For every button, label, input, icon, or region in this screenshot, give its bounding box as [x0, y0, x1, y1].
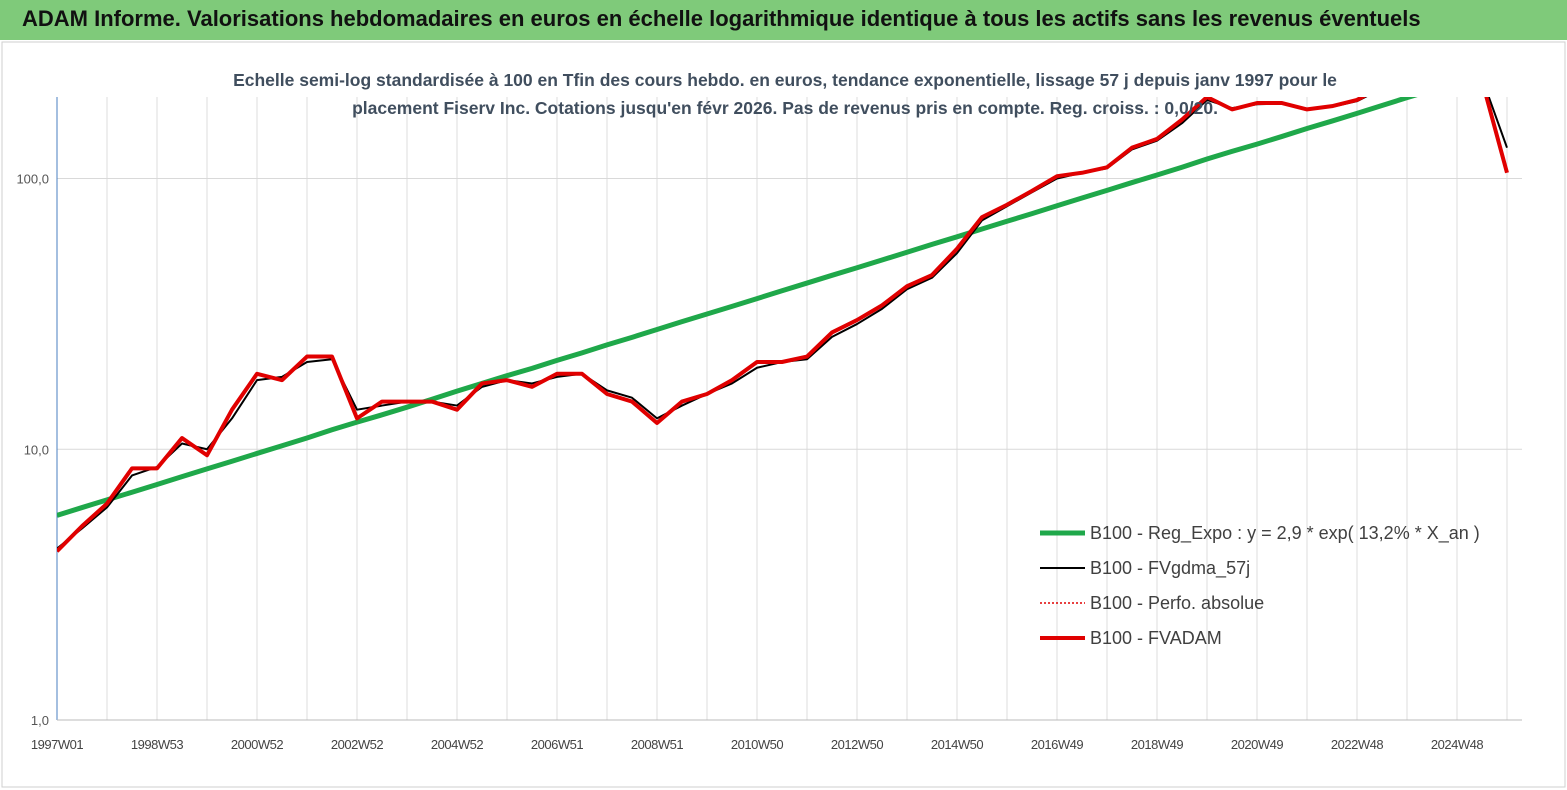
series-line [57, 97, 1508, 550]
legend-label: B100 - Perfo. absolue [1090, 593, 1264, 613]
series-line [57, 97, 1508, 552]
x-tick-label: 2022W48 [1331, 737, 1383, 752]
page-title: ADAM Informe. Valorisations hebdomadaire… [22, 6, 1421, 31]
x-tick-label: 2016W49 [1031, 737, 1083, 752]
legend-label: B100 - Reg_Expo : y = 2,9 * exp( 13,2% *… [1090, 523, 1480, 544]
plot-area [57, 97, 1509, 553]
x-tick-label: 2000W52 [231, 737, 283, 752]
legend-label: B100 - FVADAM [1090, 628, 1222, 648]
header: ADAM Informe. Valorisations hebdomadaire… [0, 0, 1567, 40]
x-tick-label: 2018W49 [1131, 737, 1183, 752]
x-tick-label: 2006W51 [531, 737, 583, 752]
x-tick-label: 2010W50 [731, 737, 783, 752]
x-tick-label: 1997W01 [31, 737, 83, 752]
x-tick-label: 2020W49 [1231, 737, 1283, 752]
series-line [57, 97, 1509, 553]
x-tick-label: 2014W50 [931, 737, 983, 752]
chart-frame [1, 41, 1566, 788]
legend-label: B100 - FVgdma_57j [1090, 558, 1250, 579]
x-tick-label: 1998W53 [131, 737, 183, 752]
x-tick-label: 2002W52 [331, 737, 383, 752]
x-tick-label: 2008W51 [631, 737, 683, 752]
y-tick-label: 10,0 [24, 442, 49, 457]
series-line [57, 97, 1418, 518]
y-tick-label: 100,0 [16, 172, 49, 187]
x-tick-label: 2012W50 [831, 737, 883, 752]
x-tick-label: 2004W52 [431, 737, 483, 752]
chart-subtitle: Echelle semi-log standardisée à 100 en T… [233, 70, 1337, 118]
y-tick-label: 1,0 [31, 713, 49, 728]
x-tick-label: 2024W48 [1431, 737, 1483, 752]
